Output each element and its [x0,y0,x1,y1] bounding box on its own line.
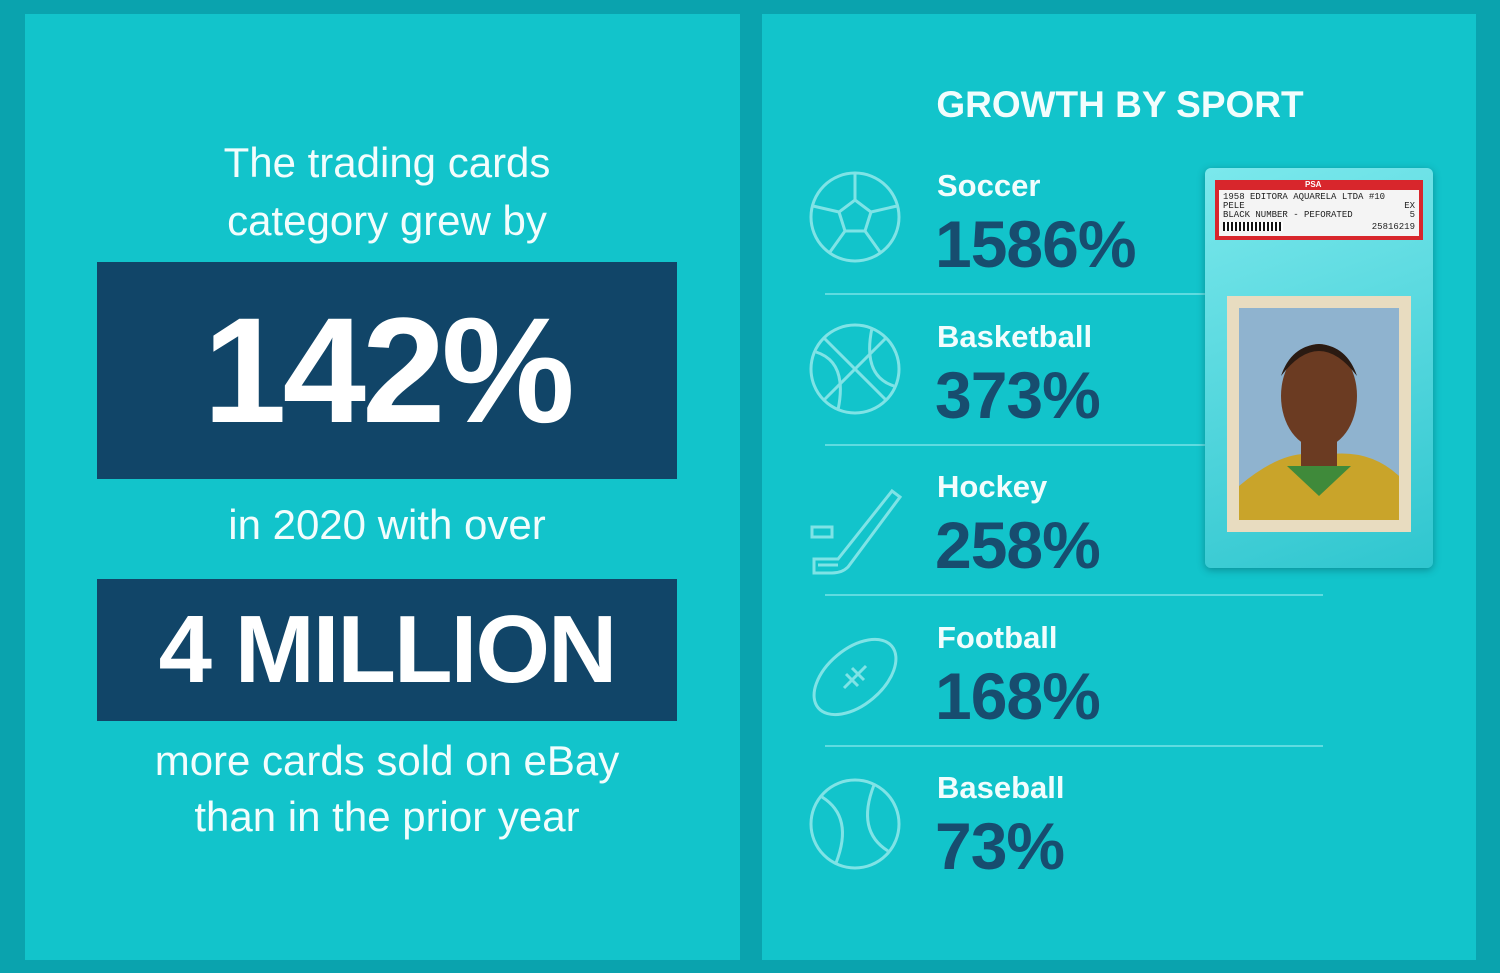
card-player: PELE [1223,201,1245,211]
sport-value: 168% [935,658,1101,733]
sport-name: Soccer [937,168,1041,203]
sport-name: Baseball [937,770,1065,805]
outro-line: than in the prior year [194,793,580,840]
football-icon [812,637,898,717]
card-cert: 25816219 [1371,222,1415,232]
sport-value: 373% [935,357,1101,432]
count-box: 4 MILLION [97,579,677,721]
card-slab-label: 1958 EDITORA AQUARELA LTDA #10 PELE EX B… [1215,180,1423,240]
separator [825,594,1323,596]
sport-name: Football [937,619,1058,655]
stat-box: 142% [97,262,677,479]
card-grade: 5 [1409,210,1415,220]
right-title: GROWTH BY SPORT [936,84,1304,125]
sport-name: Basketball [937,318,1093,354]
basketball-icon [809,323,901,415]
separator [825,744,1323,747]
sport-value: 258% [935,508,1101,582]
separator [825,293,1323,295]
sport-value: 1586% [935,207,1137,281]
separator [825,443,1323,446]
soccer-icon [809,171,901,263]
card-grade-text: EX [1404,201,1415,211]
card-grader: PSA [1305,180,1322,189]
card-photo-frame [1227,296,1411,532]
sport-value: 73% [935,809,1065,883]
middle-text: in 2020 with over [228,501,546,548]
card-line: BLACK NUMBER - PEFORATED [1223,210,1353,220]
outro-line: more cards sold on eBay [154,737,620,784]
sport-name: Hockey [937,469,1048,504]
card-label-inner: 1958 EDITORA AQUARELA LTDA #10 PELE EX B… [1219,190,1419,236]
intro-line: The trading cards [223,139,551,186]
left-panel [25,14,740,960]
card-photo [1239,308,1399,520]
baseball-icon [809,778,901,870]
card-line: 1958 EDITORA AQUARELA LTDA #10 [1223,192,1386,202]
graded-card: 1958 EDITORA AQUARELA LTDA #10 PELE EX B… [1205,168,1433,568]
intro-line: category grew by [227,197,547,244]
barcode [1223,222,1283,231]
hockey-icon [810,488,902,575]
